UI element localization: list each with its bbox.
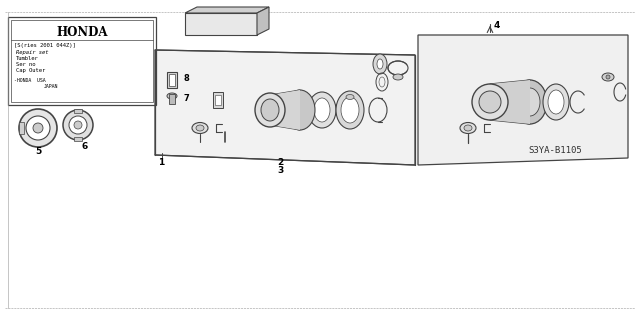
Ellipse shape — [602, 73, 614, 81]
Bar — [74, 137, 82, 141]
Bar — [169, 74, 175, 86]
Ellipse shape — [513, 80, 547, 124]
Ellipse shape — [26, 116, 50, 140]
Bar — [169, 94, 175, 104]
Ellipse shape — [308, 92, 336, 128]
Text: [S(ries 2001 044Z)]: [S(ries 2001 044Z)] — [14, 43, 76, 47]
Ellipse shape — [377, 59, 383, 69]
Text: 5: 5 — [35, 147, 41, 156]
Text: JAPAN: JAPAN — [44, 84, 58, 89]
Text: 2: 2 — [277, 157, 283, 166]
Text: 4: 4 — [494, 20, 500, 29]
Ellipse shape — [464, 125, 472, 131]
Ellipse shape — [606, 75, 610, 79]
Polygon shape — [185, 7, 269, 13]
Text: Repair set: Repair set — [16, 50, 49, 54]
Ellipse shape — [19, 109, 57, 147]
Bar — [167, 72, 177, 88]
Polygon shape — [155, 50, 415, 165]
Ellipse shape — [548, 90, 564, 114]
Polygon shape — [19, 122, 24, 134]
Ellipse shape — [63, 110, 93, 140]
Ellipse shape — [460, 123, 476, 133]
Ellipse shape — [74, 121, 82, 129]
Text: Cap Outer: Cap Outer — [16, 68, 45, 73]
Ellipse shape — [479, 91, 501, 113]
Bar — [74, 109, 82, 113]
Bar — [215, 95, 221, 105]
Text: HONDA: HONDA — [56, 26, 108, 38]
Ellipse shape — [341, 97, 359, 123]
Ellipse shape — [314, 98, 330, 122]
Text: -HONDA  USA: -HONDA USA — [14, 77, 45, 83]
Text: S3YA-B1105: S3YA-B1105 — [528, 146, 582, 155]
Ellipse shape — [196, 125, 204, 131]
Polygon shape — [185, 13, 257, 35]
Ellipse shape — [393, 74, 403, 80]
Ellipse shape — [69, 116, 87, 134]
Ellipse shape — [261, 99, 279, 121]
Text: 6: 6 — [81, 141, 87, 150]
Ellipse shape — [167, 93, 177, 99]
Ellipse shape — [192, 123, 208, 133]
Polygon shape — [257, 7, 269, 35]
Ellipse shape — [373, 54, 387, 74]
Text: 3: 3 — [277, 165, 283, 174]
Ellipse shape — [255, 93, 285, 127]
Bar — [11, 20, 153, 102]
Text: 1: 1 — [158, 157, 164, 166]
Text: 7: 7 — [183, 93, 189, 102]
Bar — [213, 92, 223, 108]
Text: Ser no: Ser no — [16, 61, 35, 67]
Ellipse shape — [520, 88, 540, 116]
Text: 8: 8 — [183, 74, 189, 83]
Polygon shape — [490, 80, 530, 124]
Bar — [8, 17, 156, 105]
Ellipse shape — [336, 91, 364, 129]
Ellipse shape — [33, 123, 43, 133]
Ellipse shape — [543, 84, 569, 120]
Ellipse shape — [472, 84, 508, 120]
Text: Tumbler: Tumbler — [16, 55, 39, 60]
Ellipse shape — [346, 94, 354, 100]
Polygon shape — [418, 35, 628, 165]
Ellipse shape — [285, 90, 315, 130]
Polygon shape — [270, 90, 300, 130]
